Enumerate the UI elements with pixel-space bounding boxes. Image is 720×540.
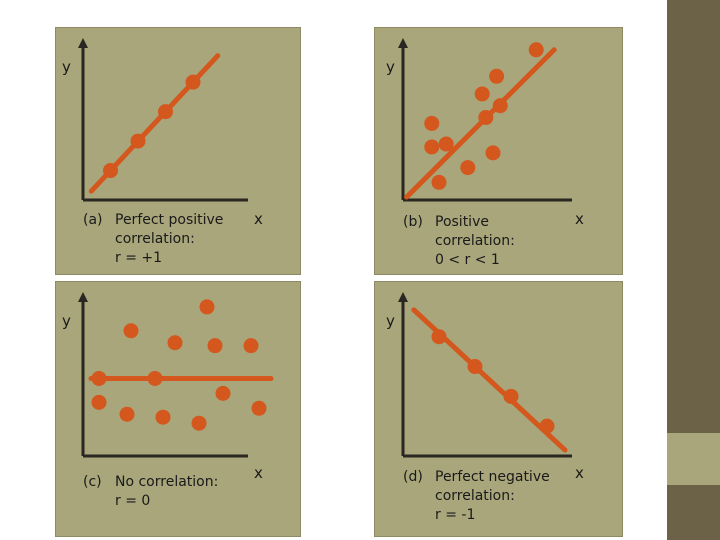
side-strip-light — [667, 433, 720, 485]
data-point — [431, 329, 447, 345]
y-axis-arrow-icon — [78, 38, 88, 48]
y-axis-label: y — [386, 58, 395, 76]
data-point — [207, 338, 223, 354]
data-point — [424, 139, 440, 155]
y-axis-label: y — [62, 58, 71, 76]
fit-line — [404, 47, 557, 200]
data-point — [91, 370, 107, 386]
caption-line: Perfect positive — [115, 212, 223, 228]
caption-letter: (c) — [83, 474, 102, 490]
data-point — [438, 136, 454, 152]
caption-line: correlation: — [115, 231, 195, 247]
data-point — [485, 145, 501, 161]
data-point — [147, 370, 163, 386]
panel-a — [55, 27, 301, 275]
y-axis-arrow-icon — [78, 292, 88, 302]
y-axis-arrow-icon — [398, 38, 408, 48]
data-point — [103, 163, 118, 179]
caption-line: r = +1 — [115, 250, 162, 266]
x-axis-label: x — [575, 210, 584, 228]
caption-line: Positive — [435, 214, 489, 230]
data-point — [467, 359, 483, 375]
data-point — [424, 115, 440, 131]
data-point — [489, 68, 505, 84]
y-axis-label: y — [386, 312, 395, 330]
data-point — [191, 415, 207, 431]
x-axis-label: x — [575, 464, 584, 482]
data-point — [492, 98, 508, 114]
caption-letter: (d) — [403, 469, 423, 485]
data-point — [167, 335, 183, 351]
caption-line: 0 < r < 1 — [435, 252, 500, 268]
caption-line: correlation: — [435, 488, 515, 504]
data-point — [474, 86, 490, 102]
data-point — [119, 406, 135, 422]
data-point — [251, 400, 267, 416]
caption-line: Perfect negative — [435, 469, 550, 485]
chart-a: y x (a) Perfect positive correlation: r = +1 — [62, 38, 263, 266]
y-axis-arrow-icon — [398, 292, 408, 302]
data-point — [243, 338, 259, 354]
data-point — [158, 104, 173, 120]
chart-d: y x (d) Perfect negative correlation: r = -1 — [386, 292, 584, 523]
caption-line: r = 0 — [115, 493, 150, 509]
data-point — [539, 418, 555, 434]
data-point — [503, 388, 519, 404]
x-axis-label: x — [254, 464, 263, 482]
chart-b: y x (b) Positive correlation: 0 < r < 1 — [386, 38, 584, 268]
caption-letter: (b) — [403, 214, 423, 230]
caption-line: No correlation: — [115, 474, 218, 490]
data-point — [199, 299, 215, 315]
caption-line: r = -1 — [435, 507, 475, 523]
y-axis-label: y — [62, 312, 71, 330]
data-point — [185, 74, 201, 90]
caption-letter: (a) — [83, 212, 103, 228]
data-point — [215, 385, 231, 401]
chart-c: y x (c) No correlation: r = 0 — [62, 292, 274, 509]
data-point — [478, 110, 494, 126]
x-axis-label: x — [254, 210, 263, 228]
data-point — [431, 174, 447, 190]
data-point — [91, 394, 107, 410]
data-point — [123, 323, 139, 339]
caption-line: correlation: — [435, 233, 515, 249]
data-point — [130, 133, 146, 149]
data-point — [460, 160, 476, 176]
data-point — [528, 42, 544, 58]
panel-d — [374, 281, 623, 537]
data-point — [155, 409, 171, 425]
